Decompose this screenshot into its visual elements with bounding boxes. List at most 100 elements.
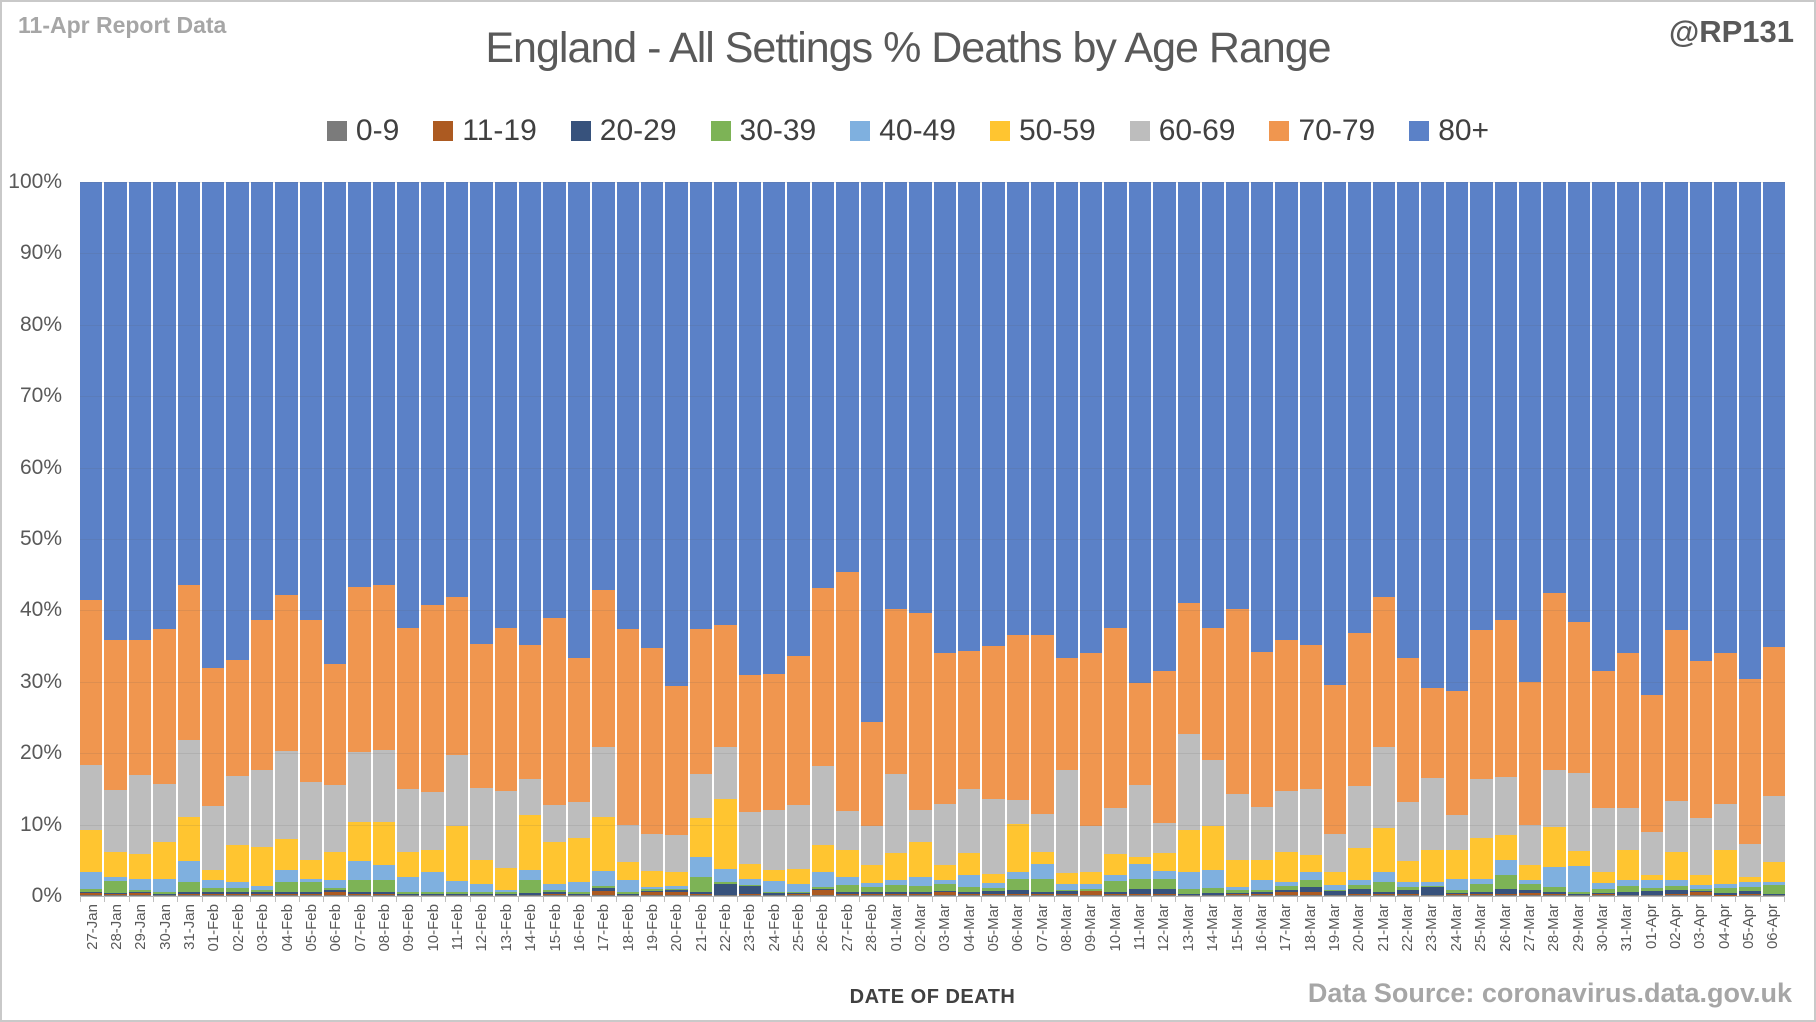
bar-segment-20-29 <box>104 892 127 894</box>
bar-segment-11-19 <box>348 893 371 896</box>
bar-segment-30-39 <box>1080 888 1103 891</box>
bar-segment-80+ <box>1762 182 1786 647</box>
bar-segment-60-69 <box>762 810 786 870</box>
bar-segment-70-79 <box>616 628 639 826</box>
bar-segment-70-79 <box>470 643 493 789</box>
bar-segment-30-39 <box>689 877 713 893</box>
bar-segment-20-29 <box>1372 892 1396 894</box>
bar-segment-50-59 <box>1421 849 1444 882</box>
bar-06-Mar <box>1006 182 1030 896</box>
bar-segment-50-59 <box>1031 852 1054 864</box>
bar-segment-0-9 <box>104 895 127 896</box>
x-label-25-Feb: 25-Feb <box>790 904 808 952</box>
x-tick <box>1686 896 1711 902</box>
bar-segment-70-79 <box>80 600 103 766</box>
bar-11-Feb <box>445 182 469 896</box>
bar-segment-50-59 <box>738 863 761 879</box>
bar-27-Jan <box>80 182 103 896</box>
bar-segment-70-79 <box>201 668 225 807</box>
bar-segment-60-69 <box>909 809 932 843</box>
bar-segment-0-9 <box>1323 895 1347 896</box>
bar-segment-30-39 <box>397 892 420 894</box>
bar-segment-0-9 <box>1348 895 1371 896</box>
bar-segment-80+ <box>860 182 883 723</box>
bar-segment-30-39 <box>226 888 249 892</box>
bar-segment-20-29 <box>884 892 908 895</box>
bar-25-Mar <box>1470 182 1493 896</box>
bar-segment-20-29 <box>860 892 883 894</box>
bar-segment-50-59 <box>933 864 957 881</box>
bar-04-Mar <box>958 182 981 896</box>
bar-segment-80+ <box>1104 182 1127 629</box>
bar-segment-11-19 <box>128 893 152 896</box>
bar-segment-70-79 <box>128 640 152 775</box>
bar-segment-50-59 <box>1494 834 1518 861</box>
bar-01-Mar <box>884 182 908 896</box>
x-tick <box>1151 896 1175 902</box>
bar-segment-60-69 <box>1348 786 1371 849</box>
x-tick <box>201 896 226 902</box>
legend-swatch-icon <box>326 121 347 141</box>
x-label-16-Mar: 16-Mar <box>1252 904 1270 952</box>
bar-segment-50-59 <box>1080 872 1103 884</box>
bar-segment-80+ <box>884 182 908 609</box>
bar-segment-80+ <box>1543 182 1566 593</box>
bar-segment-50-59 <box>1738 876 1761 883</box>
bar-segment-30-39 <box>372 880 396 893</box>
bar-segment-40-49 <box>1397 881 1420 887</box>
legend-item-0-9: 0-9 <box>326 114 399 148</box>
bar-segment-40-49 <box>1226 886 1249 890</box>
legend-swatch-icon <box>989 121 1010 141</box>
bar-segment-60-69 <box>275 751 298 839</box>
x-tick <box>907 896 932 902</box>
bar-segment-40-49 <box>884 879 908 885</box>
x-tick <box>1345 896 1370 902</box>
bar-segment-30-39 <box>1250 890 1274 893</box>
bar-segment-20-29 <box>1616 892 1639 895</box>
bar-segment-70-79 <box>1275 639 1298 792</box>
bar-segment-11-19 <box>640 892 664 895</box>
bar-segment-30-39 <box>104 880 127 893</box>
bar-segment-20-29 <box>982 890 1005 895</box>
x-tick <box>274 896 299 902</box>
bar-segment-0-9 <box>397 895 420 896</box>
bar-segment-30-39 <box>982 887 1005 891</box>
bar-segment-20-29 <box>543 892 566 894</box>
x-tick <box>761 896 786 902</box>
bar-17-Feb <box>592 182 615 896</box>
bar-segment-40-49 <box>1006 871 1030 879</box>
bar-segment-30-39 <box>616 892 639 894</box>
bar-segment-70-79 <box>1104 628 1127 809</box>
bar-segment-0-9 <box>616 895 639 896</box>
x-label-23-Mar: 23-Mar <box>1423 904 1441 952</box>
bar-segment-60-69 <box>445 754 469 826</box>
legend-swatch-icon <box>1269 121 1290 141</box>
x-label-19-Mar: 19-Mar <box>1326 904 1343 952</box>
x-tick <box>1443 896 1467 902</box>
bar-segment-20-29 <box>1348 889 1371 894</box>
x-tick <box>226 896 250 902</box>
bar-segment-70-79 <box>1031 634 1054 814</box>
bar-segment-80+ <box>1421 182 1444 689</box>
bar-segment-70-79 <box>299 620 322 783</box>
bar-segment-11-19 <box>616 894 639 896</box>
bar-segment-20-29 <box>1519 889 1542 894</box>
bar-18-Feb <box>616 182 639 896</box>
bar-segment-20-29 <box>128 892 152 894</box>
bar-segment-50-59 <box>1762 862 1786 883</box>
bar-segment-0-9 <box>738 895 761 896</box>
bar-segment-11-19 <box>445 894 469 896</box>
bar-segment-80+ <box>1226 182 1249 609</box>
bar-24-Feb <box>762 182 786 896</box>
x-tick <box>1078 896 1102 902</box>
bar-segment-60-69 <box>250 770 274 847</box>
bar-segment-0-9 <box>1080 894 1103 896</box>
bar-segment-11-19 <box>1104 894 1127 896</box>
bar-segment-70-79 <box>1348 632 1371 787</box>
bar-segment-80+ <box>1080 182 1103 653</box>
bar-segment-50-59 <box>494 868 518 891</box>
bar-segment-70-79 <box>250 619 274 771</box>
bar-segment-30-39 <box>1641 888 1664 891</box>
bar-04-Apr <box>1714 182 1737 896</box>
x-label-05-Mar: 05-Mar <box>984 904 1002 952</box>
